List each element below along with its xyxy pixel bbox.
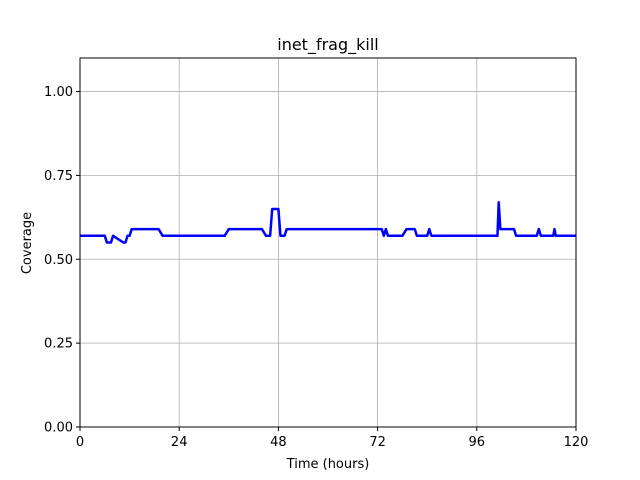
x-tick-label: 48 xyxy=(270,435,287,450)
x-tick-label: 72 xyxy=(369,435,386,450)
y-axis-ticks: 0.00 0.25 0.50 0.75 1.00 xyxy=(44,85,80,436)
series-line xyxy=(80,201,576,244)
x-tick-label: 0 xyxy=(76,435,84,450)
y-tick-label: 1.00 xyxy=(44,85,73,100)
y-tick-label: 0.25 xyxy=(44,337,73,352)
x-tick-label: 96 xyxy=(469,435,486,450)
chart-title: inet_frag_kill xyxy=(277,35,378,55)
x-tick-label: 120 xyxy=(564,435,589,450)
y-tick-label: 0.75 xyxy=(44,169,73,184)
series-layer xyxy=(80,201,576,244)
x-tick-label: 24 xyxy=(171,435,188,450)
x-axis-ticks: 0 24 48 72 96 120 xyxy=(76,427,589,450)
y-axis-label: Coverage xyxy=(20,212,35,274)
x-axis-label: Time (hours) xyxy=(286,457,370,472)
plot-frame xyxy=(79,57,577,428)
y-tick-label: 0.50 xyxy=(44,253,73,268)
y-tick-label: 0.00 xyxy=(44,421,73,436)
